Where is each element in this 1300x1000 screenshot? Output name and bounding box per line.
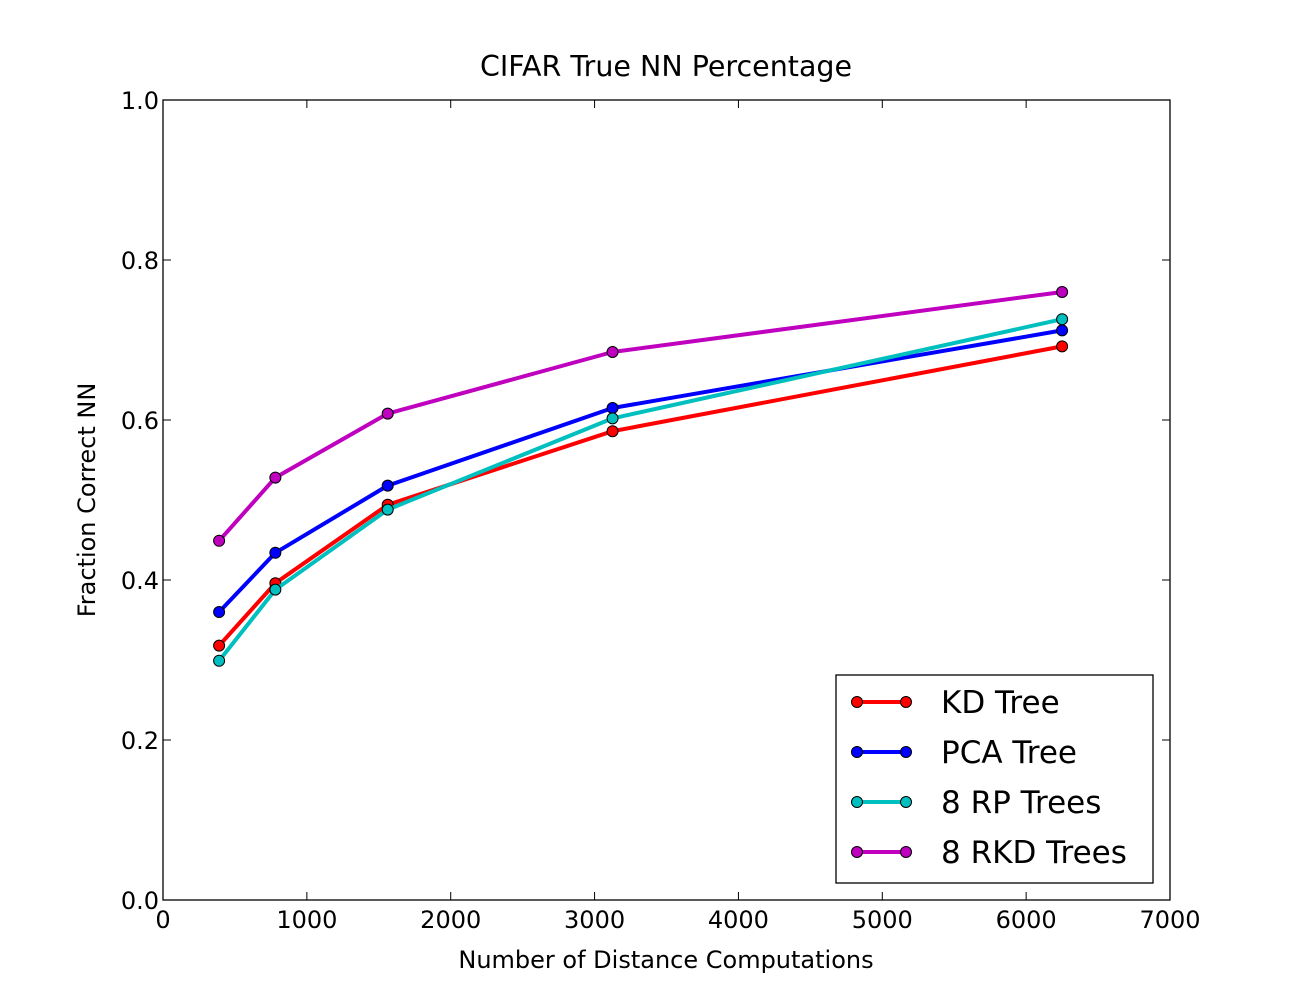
data-point: [1056, 324, 1069, 337]
legend-marker: [900, 796, 912, 808]
x-tick-label: 2000: [420, 906, 481, 934]
legend-item: 8 RP Trees: [851, 785, 1101, 821]
data-point: [213, 654, 226, 667]
x-tick-label: 7000: [1139, 906, 1200, 934]
y-tick-label: 0.0: [121, 887, 159, 915]
legend-marker: [851, 746, 863, 758]
axis-ticks: 0 1000 2000 3000 4000 5000 6000 7000 0.0 0.2 0.4 0.…: [121, 87, 1201, 934]
series-line: [217, 328, 1063, 614]
data-point: [269, 471, 282, 484]
data-point: [381, 479, 394, 492]
legend-item: PCA Tree: [851, 735, 1077, 771]
series-1: [213, 324, 1069, 618]
legend-box: [835, 674, 1154, 884]
data-point: [213, 639, 226, 652]
data-point: [606, 346, 619, 358]
x-tick-label: 5000: [852, 906, 913, 934]
y-tick-label: 1.0: [121, 87, 159, 115]
legend-marker: [851, 696, 863, 708]
series-0: [213, 340, 1069, 652]
data-point: [213, 606, 226, 618]
x-axis-label: Number of Distance Computations: [458, 946, 873, 974]
x-tick-label: 6000: [996, 906, 1057, 934]
data-point: [213, 534, 226, 547]
legend-label: 8 RP Trees: [941, 785, 1101, 821]
x-tick-label: 0: [155, 906, 170, 934]
y-tick-label: 0.8: [121, 247, 159, 275]
series-line: [217, 290, 1063, 543]
chart-title: CIFAR True NN Percentage: [480, 50, 852, 83]
x-tick-label: 4000: [708, 906, 769, 934]
data-point: [381, 407, 394, 420]
x-tick-label: 1000: [276, 906, 337, 934]
legend-marker: [851, 846, 863, 858]
data-point: [269, 546, 282, 559]
data-point: [381, 503, 394, 516]
plot-area: [162, 99, 1171, 901]
legend-label: 8 RKD Trees: [941, 835, 1127, 871]
y-tick-label: 0.4: [121, 567, 159, 595]
legend-marker: [900, 846, 912, 858]
data-point: [1056, 286, 1069, 298]
data-point: [269, 583, 282, 596]
legend-label: KD Tree: [941, 685, 1060, 721]
legend-item: KD Tree: [851, 685, 1060, 721]
series-3: [213, 286, 1069, 547]
series-layer: [213, 286, 1069, 667]
data-point: [1056, 340, 1069, 353]
legend-label: PCA Tree: [941, 735, 1077, 771]
legend: KD Tree PCA Tree 8 RP Trees 8 RKD Trees: [835, 674, 1154, 884]
y-tick-label: 0.6: [121, 407, 159, 435]
legend-marker: [900, 696, 912, 708]
data-point: [606, 425, 619, 438]
data-point: [606, 402, 619, 414]
legend-marker: [851, 796, 863, 808]
legend-item: 8 RKD Trees: [851, 835, 1127, 871]
y-axis-label: Fraction Correct NN: [73, 383, 101, 618]
y-tick-label: 0.2: [121, 727, 159, 755]
series-2: [213, 313, 1069, 667]
series-line: [217, 344, 1063, 647]
legend-marker: [900, 746, 912, 758]
data-point: [606, 412, 619, 425]
data-point: [1056, 313, 1069, 326]
x-tick-label: 3000: [564, 906, 625, 934]
